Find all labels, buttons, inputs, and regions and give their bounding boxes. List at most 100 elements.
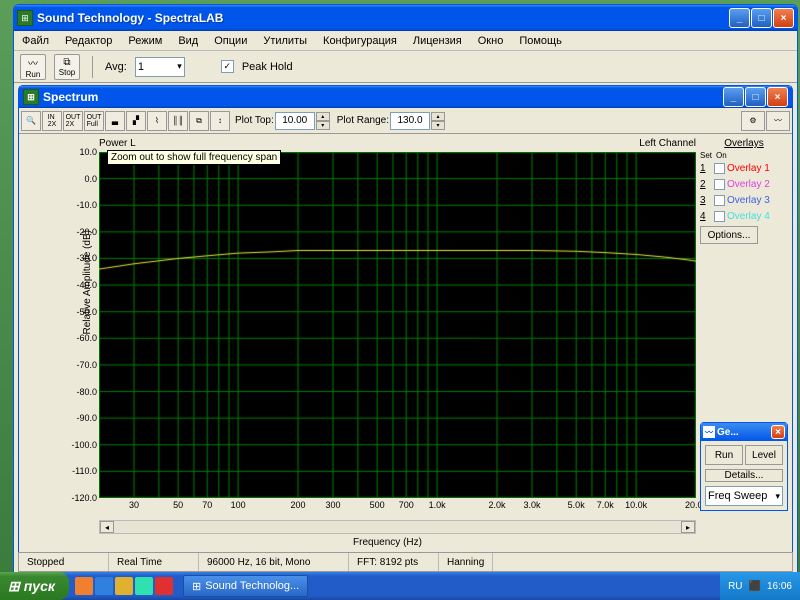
overlay-set-button[interactable]: 2 bbox=[700, 179, 712, 190]
overlay-label: Overlay 3 bbox=[727, 195, 770, 206]
wave-icon[interactable]: 〰 bbox=[766, 111, 790, 131]
y-tick: -20.0 bbox=[76, 227, 97, 237]
y-tick: -40.0 bbox=[76, 280, 97, 290]
stop-button[interactable]: ⧉Stop bbox=[54, 54, 80, 80]
generator-close-button[interactable]: × bbox=[771, 425, 785, 439]
start-button[interactable]: ⊞пуск bbox=[0, 572, 69, 600]
taskbar: ⊞пуск ⊞Sound Technolog... RU ⬛ 16:06 bbox=[0, 572, 800, 600]
on-label: On bbox=[716, 151, 727, 160]
scroll-left-button[interactable]: ◂ bbox=[100, 521, 114, 533]
y-tick: 10.0 bbox=[79, 147, 97, 157]
overlay-row: 3 Overlay 3 bbox=[700, 192, 788, 208]
overlay-set-button[interactable]: 3 bbox=[700, 195, 712, 206]
spectrum-maximize-button[interactable]: □ bbox=[745, 87, 766, 107]
generator-details-button[interactable]: Details... bbox=[705, 469, 783, 482]
run-button[interactable]: 〰Run bbox=[20, 54, 46, 80]
menubar: Файл Редактор Режим Вид Опции Утилиты Ко… bbox=[14, 31, 797, 51]
generator-run-button[interactable]: Run bbox=[705, 445, 743, 465]
x-tick: 3.0k bbox=[524, 500, 541, 510]
overlay-checkbox[interactable] bbox=[714, 195, 725, 206]
menu-editor[interactable]: Редактор bbox=[61, 33, 116, 49]
overlays-panel: Overlays SetOn 1Overlay 12Overlay 23Over… bbox=[700, 138, 788, 244]
status-mode: Real Time bbox=[109, 553, 199, 571]
x-tick: 300 bbox=[326, 500, 341, 510]
mode5-button[interactable]: ⧉ bbox=[189, 111, 209, 131]
chart-title-left: Power L bbox=[99, 138, 136, 149]
chart-title-right: Left Channel bbox=[639, 138, 696, 149]
generator-freq-combo[interactable]: Freq Sweep bbox=[705, 486, 783, 506]
scroll-right-button[interactable]: ▸ bbox=[681, 521, 695, 533]
menu-mode[interactable]: Режим bbox=[124, 33, 166, 49]
minimize-button[interactable]: _ bbox=[729, 8, 750, 28]
spectrum-title: Spectrum bbox=[43, 90, 98, 104]
ql-icon-3[interactable] bbox=[115, 577, 133, 595]
status-window: Hanning bbox=[439, 553, 493, 571]
ql-icon-2[interactable] bbox=[95, 577, 113, 595]
settings-icon[interactable]: ⚙ bbox=[741, 111, 765, 131]
ql-icon-1[interactable] bbox=[75, 577, 93, 595]
y-tick: -10.0 bbox=[76, 200, 97, 210]
overlay-checkbox[interactable] bbox=[714, 179, 725, 190]
x-tick: 5.0k bbox=[568, 500, 585, 510]
zoom-in-x-button[interactable]: IN2X bbox=[42, 111, 62, 131]
x-tick: 30 bbox=[129, 500, 139, 510]
peakhold-label: Peak Hold bbox=[242, 61, 293, 73]
y-tick: -70.0 bbox=[76, 360, 97, 370]
menu-config[interactable]: Конфигурация bbox=[319, 33, 401, 49]
menu-window[interactable]: Окно bbox=[474, 33, 508, 49]
overlay-label: Overlay 1 bbox=[727, 163, 770, 174]
overlay-row: 2Overlay 2 bbox=[700, 176, 788, 192]
close-button[interactable]: × bbox=[773, 8, 794, 28]
chart-plot[interactable] bbox=[99, 152, 696, 498]
x-tick: 7.0k bbox=[597, 500, 614, 510]
spectrum-window: ⊞ Spectrum _ □ × 🔍 IN2X OUT2X OUTFull ▃ … bbox=[18, 85, 793, 555]
lang-indicator[interactable]: RU bbox=[728, 581, 742, 592]
main-titlebar[interactable]: ⊞ Sound Technology - SpectraLAB _ □ × bbox=[14, 5, 797, 31]
quicklaunch bbox=[69, 577, 179, 595]
overlay-checkbox[interactable] bbox=[714, 211, 725, 222]
avg-combo[interactable]: 1 bbox=[135, 57, 185, 77]
overlay-options-button[interactable]: Options... bbox=[700, 226, 758, 244]
spectrum-close-button[interactable]: × bbox=[767, 87, 788, 107]
plot-top-spinner[interactable]: 10.00 ▴▾ bbox=[275, 112, 330, 130]
menu-file[interactable]: Файл bbox=[18, 33, 53, 49]
generator-level-button[interactable]: Level bbox=[745, 445, 783, 465]
maximize-button[interactable]: □ bbox=[751, 8, 772, 28]
ql-icon-5[interactable] bbox=[155, 577, 173, 595]
spectrum-titlebar[interactable]: ⊞ Spectrum _ □ × bbox=[19, 86, 792, 108]
menu-help[interactable]: Помощь bbox=[515, 33, 566, 49]
mode6-button[interactable]: ↕ bbox=[210, 111, 230, 131]
horizontal-scrollbar[interactable]: ◂ ▸ bbox=[99, 520, 696, 534]
generator-window: 〰 Ge... × Run Level Details... Freq Swee… bbox=[700, 422, 788, 511]
y-tick: -50.0 bbox=[76, 307, 97, 317]
overlay-checkbox[interactable] bbox=[714, 163, 725, 174]
ql-icon-4[interactable] bbox=[135, 577, 153, 595]
chart-container: Power L Left Channel Zoom out to show fu… bbox=[19, 134, 792, 554]
menu-view[interactable]: Вид bbox=[174, 33, 202, 49]
peakhold-checkbox[interactable]: ✓ bbox=[221, 60, 234, 73]
tray-icon[interactable]: ⬛ bbox=[749, 581, 761, 592]
zoom-full-button[interactable]: OUTFull bbox=[84, 111, 104, 131]
overlay-row: 1 Overlay 1 bbox=[700, 160, 788, 176]
mode2-button[interactable]: ▞ bbox=[126, 111, 146, 131]
overlay-set-button[interactable]: 4 bbox=[700, 211, 712, 222]
clock: 16:06 bbox=[767, 581, 792, 592]
menu-utilities[interactable]: Утилиты bbox=[259, 33, 311, 49]
x-tick: 1.0k bbox=[429, 500, 446, 510]
menu-options[interactable]: Опции bbox=[210, 33, 251, 49]
mode3-button[interactable]: ⌇ bbox=[147, 111, 167, 131]
x-tick: 500 bbox=[370, 500, 385, 510]
generator-title: Ge... bbox=[717, 427, 739, 438]
overlay-set-button[interactable]: 1 bbox=[700, 163, 712, 174]
zoom-out-x-button[interactable]: OUT2X bbox=[63, 111, 83, 131]
mode1-button[interactable]: ▃ bbox=[105, 111, 125, 131]
systray[interactable]: RU ⬛ 16:06 bbox=[720, 572, 800, 600]
menu-license[interactable]: Лицензия bbox=[409, 33, 466, 49]
plot-range-spinner[interactable]: 130.0 ▴▾ bbox=[390, 112, 445, 130]
taskbar-app-button[interactable]: ⊞Sound Technolog... bbox=[183, 575, 308, 597]
y-tick: -100.0 bbox=[71, 440, 97, 450]
spectrum-minimize-button[interactable]: _ bbox=[723, 87, 744, 107]
mode4-button[interactable]: ║║ bbox=[168, 111, 188, 131]
generator-titlebar[interactable]: 〰 Ge... × bbox=[701, 423, 787, 441]
zoom-icon[interactable]: 🔍 bbox=[21, 111, 41, 131]
